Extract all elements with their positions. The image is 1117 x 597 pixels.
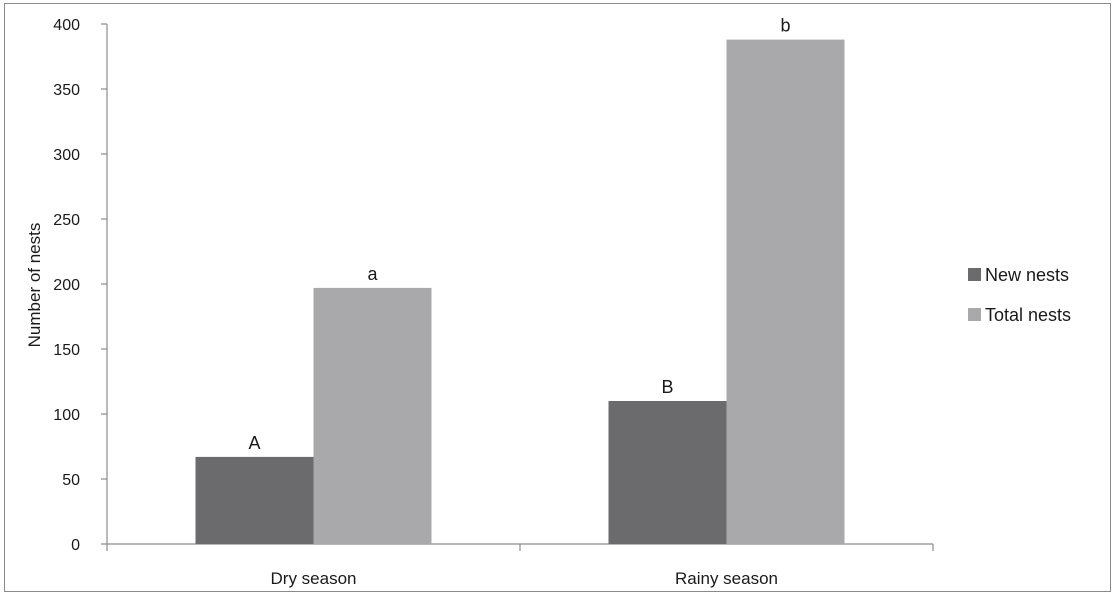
legend-label: New nests	[985, 265, 1069, 285]
data-label: b	[780, 16, 790, 36]
legend-swatch	[968, 268, 981, 281]
y-tick-label: 200	[53, 277, 80, 294]
chart-frame	[4, 3, 1111, 592]
bar	[195, 456, 314, 544]
y-tick-label: 300	[53, 147, 80, 164]
bar	[608, 401, 727, 544]
data-label: a	[367, 264, 378, 284]
data-label: B	[661, 377, 673, 397]
bar	[313, 287, 432, 544]
y-tick-label: 100	[53, 407, 80, 424]
x-tick-label: Dry season	[271, 569, 357, 588]
bar	[726, 39, 845, 544]
y-tick-label: 250	[53, 212, 80, 229]
y-tick-label: 50	[62, 472, 80, 489]
y-axis-title: Number of nests	[25, 223, 44, 348]
x-tick-label: Rainy season	[675, 569, 778, 588]
data-label: A	[248, 433, 260, 453]
y-tick-label: 350	[53, 82, 80, 99]
y-tick-label: 150	[53, 342, 80, 359]
legend-label: Total nests	[985, 305, 1071, 325]
legend-swatch	[968, 308, 981, 321]
legend: New nests Total nests	[968, 265, 1071, 325]
bars: Aa Bb	[195, 16, 845, 544]
y-tick-label: 400	[53, 17, 80, 34]
y-tick-label: 0	[71, 537, 80, 554]
